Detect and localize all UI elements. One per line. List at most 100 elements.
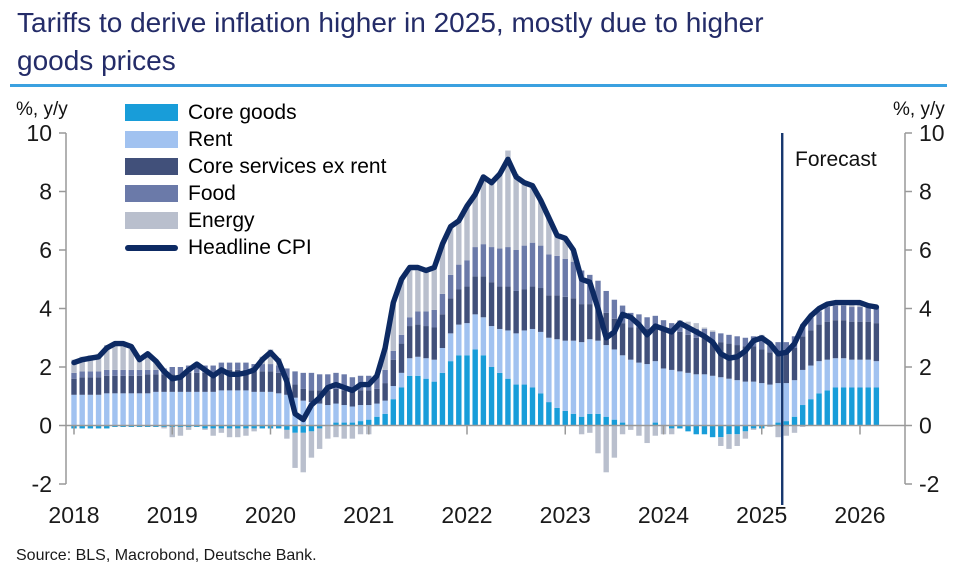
bar-segment-core-goods <box>578 416 585 426</box>
bar-segment-core-services-ex-rent <box>144 374 151 394</box>
bar-segment-food <box>177 367 184 375</box>
x-axis-year-label: 2020 <box>245 502 296 528</box>
bar-segment-core-goods <box>709 425 716 438</box>
bar-segment-core-services-ex-rent <box>742 346 749 382</box>
bar-segment-energy <box>333 425 339 438</box>
bar-segment-rent <box>300 400 306 426</box>
bar-segment-energy <box>554 235 560 256</box>
bar-segment-rent <box>808 365 814 400</box>
bar-segment-energy <box>587 425 593 433</box>
bar-segment-rent <box>619 355 626 423</box>
bar-segment-core-services-ex-rent <box>104 375 110 394</box>
bar-segment-rent <box>161 391 167 426</box>
bar-segment-energy <box>505 150 511 248</box>
bar-segment-food <box>554 255 560 296</box>
bar-segment-core-services-ex-rent <box>87 377 94 395</box>
bar-segment-rent <box>677 371 683 426</box>
bar-segment-energy <box>537 200 544 246</box>
bar-segment-food <box>112 369 118 376</box>
bar-segment-core-services-ex-rent <box>537 288 544 332</box>
bar-segment-rent <box>415 356 421 376</box>
bar-segment-food <box>709 331 716 341</box>
bar-segment-energy <box>251 428 257 432</box>
bar-segment-core-goods <box>333 422 339 426</box>
bar-segment-rent <box>718 377 724 426</box>
bar-segment-energy <box>521 182 528 246</box>
bar-segment-core-goods <box>447 361 454 426</box>
bar-segment-core-goods <box>677 425 683 429</box>
bar-segment-food <box>636 314 642 328</box>
bar-segment-core-goods <box>857 387 863 426</box>
bar-segment-energy <box>235 428 241 438</box>
bar-segment-core-goods <box>849 387 855 426</box>
bar-segment-rent <box>775 383 781 423</box>
bar-segment-food <box>832 305 839 321</box>
legend-swatch <box>125 185 178 202</box>
bar-segment-rent <box>333 403 339 423</box>
bar-segment-energy <box>120 342 126 370</box>
bar-segment-core-services-ex-rent <box>169 374 175 392</box>
bar-segment-food <box>153 369 159 375</box>
bar-segment-energy <box>611 425 618 458</box>
bar-segment-energy <box>357 425 364 435</box>
x-axis-year-label: 2018 <box>48 502 99 528</box>
bar-segment-rent <box>505 330 511 379</box>
bar-segment-energy <box>161 426 167 429</box>
bar-segment-energy <box>87 355 94 372</box>
bar-segment-rent <box>456 324 462 356</box>
bar-segment-core-goods <box>685 425 691 432</box>
bar-segment-core-services-ex-rent <box>325 390 331 406</box>
bar-segment-core-services-ex-rent <box>709 340 716 376</box>
bar-segment-core-goods <box>513 384 519 426</box>
bar-segment-rent <box>177 391 184 426</box>
bar-segment-core-services-ex-rent <box>292 384 298 398</box>
bar-segment-energy <box>406 267 413 318</box>
bar-segment-food <box>529 242 536 287</box>
bar-segment-food <box>341 374 347 391</box>
bar-segment-core-services-ex-rent <box>767 352 773 385</box>
bar-segment-rent <box>447 333 454 362</box>
bar-segment-core-goods <box>259 425 266 429</box>
bar-segment-core-goods <box>202 425 208 429</box>
legend-item-core-goods: Core goods <box>125 99 386 126</box>
bar-segment-core-services-ex-rent <box>816 324 822 362</box>
bar-segment-rent <box>873 361 880 388</box>
bar-segment-rent <box>374 403 380 417</box>
y-axis-unit-right: %, y/y <box>893 99 945 120</box>
bar-segment-core-goods <box>701 425 708 435</box>
bar-segment-energy <box>267 349 274 365</box>
bar-segment-core-services-ex-rent <box>243 369 249 391</box>
bar-segment-rent <box>832 358 839 388</box>
bar-segment-rent <box>120 393 126 426</box>
bar-segment-rent <box>341 405 347 423</box>
bar-segment-rent <box>840 358 847 388</box>
bar-segment-core-goods <box>95 425 102 429</box>
bar-segment-food <box>603 290 609 313</box>
bar-segment-energy <box>472 194 478 248</box>
bar-segment-energy <box>750 428 757 430</box>
bar-segment-rent <box>824 359 830 391</box>
legend-item-headline-cpi: Headline CPI <box>125 234 386 261</box>
bar-segment-food <box>660 320 667 331</box>
bar-segment-core-goods <box>87 425 94 429</box>
bar-segment-core-services-ex-rent <box>349 391 356 407</box>
bar-segment-energy <box>464 206 470 261</box>
bar-segment-core-goods <box>406 375 413 426</box>
bar-segment-food <box>537 245 544 289</box>
bar-segment-food <box>398 334 405 344</box>
bar-segment-core-goods <box>693 425 699 435</box>
bar-segment-core-services-ex-rent <box>759 349 765 384</box>
bar-segment-food <box>824 307 830 322</box>
bar-segment-food <box>423 311 429 327</box>
bar-segment-rent <box>668 369 675 426</box>
bar-segment-rent <box>431 359 437 382</box>
bar-segment-core-goods <box>808 399 814 426</box>
bar-segment-energy <box>226 428 233 438</box>
bar-segment-rent <box>243 390 249 426</box>
y-axis-tick-label: 8 <box>39 179 52 205</box>
bar-segment-core-services-ex-rent <box>685 334 691 373</box>
bar-segment-rent <box>235 390 241 426</box>
bar-segment-energy <box>513 173 519 250</box>
legend-label: Headline CPI <box>188 235 312 259</box>
bar-segment-core-goods <box>816 393 822 426</box>
